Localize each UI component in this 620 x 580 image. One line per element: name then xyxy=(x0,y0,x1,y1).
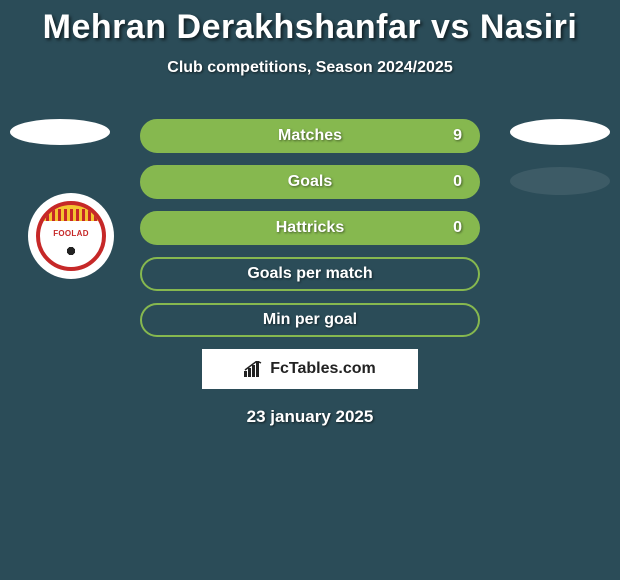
club-logo-pattern xyxy=(40,209,102,221)
chart-icon xyxy=(244,361,264,377)
page-title: Mehran Derakhshanfar vs Nasiri xyxy=(0,0,620,47)
player2-shadow-ellipse xyxy=(510,167,610,195)
stat-label: Hattricks xyxy=(276,219,344,237)
attribution-text: FcTables.com xyxy=(270,360,376,378)
stat-label: Goals xyxy=(288,173,332,191)
stat-value: 0 xyxy=(453,173,462,191)
club-logo-text: FOOLAD xyxy=(53,229,89,238)
player2-placeholder-ellipse xyxy=(510,119,610,145)
stat-row-hattricks: Hattricks 0 xyxy=(140,211,480,245)
club-logo-inner: FOOLAD xyxy=(36,201,106,271)
attribution-badge: FcTables.com xyxy=(202,349,418,389)
stat-row-min-per-goal: Min per goal xyxy=(140,303,480,337)
stat-row-goals-per-match: Goals per match xyxy=(140,257,480,291)
stat-label: Matches xyxy=(278,127,342,145)
soccer-ball-icon xyxy=(61,241,81,261)
stat-rows: Matches 9 Goals 0 Hattricks 0 Goals per … xyxy=(140,119,480,337)
stat-value: 9 xyxy=(453,127,462,145)
stats-area: FOOLAD Matches 9 Goals 0 Hattricks 0 Goa… xyxy=(0,119,620,427)
stat-row-matches: Matches 9 xyxy=(140,119,480,153)
subtitle: Club competitions, Season 2024/2025 xyxy=(0,59,620,77)
stat-row-goals: Goals 0 xyxy=(140,165,480,199)
date-label: 23 january 2025 xyxy=(0,407,620,427)
stat-value: 0 xyxy=(453,219,462,237)
player1-placeholder-ellipse xyxy=(10,119,110,145)
stat-label: Goals per match xyxy=(247,265,372,283)
infographic-container: Mehran Derakhshanfar vs Nasiri Club comp… xyxy=(0,0,620,580)
stat-label: Min per goal xyxy=(263,311,357,329)
club-logo: FOOLAD xyxy=(28,193,114,279)
